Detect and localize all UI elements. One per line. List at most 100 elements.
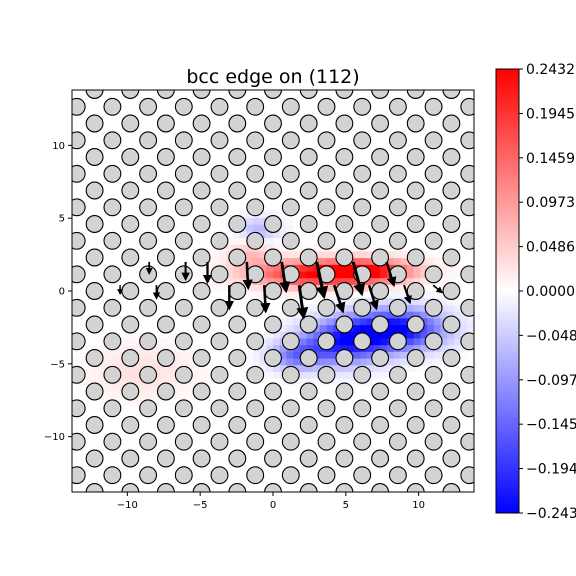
atom xyxy=(174,332,193,351)
atom xyxy=(353,432,372,451)
field-cell xyxy=(306,264,314,272)
field-cell xyxy=(239,270,247,279)
plot-area: −10 −5 0 5 10 −10 −5 0 5 10 xyxy=(44,89,496,511)
field-cell xyxy=(279,244,287,252)
atom xyxy=(103,432,122,451)
field-cell xyxy=(246,217,254,225)
atom xyxy=(85,315,104,334)
displacement-arrow xyxy=(367,284,379,311)
field-cell xyxy=(393,291,401,299)
field-cell xyxy=(132,344,140,352)
field-cell xyxy=(252,291,261,299)
field-cell xyxy=(353,358,361,366)
field-cell xyxy=(78,351,86,359)
atom xyxy=(442,382,461,401)
field-cell xyxy=(440,344,448,352)
atom xyxy=(85,449,104,468)
field-cell xyxy=(299,277,308,285)
atom xyxy=(424,164,443,183)
field-cell xyxy=(306,371,314,379)
field-cell xyxy=(420,291,428,299)
field-cell xyxy=(460,351,468,359)
field-cell xyxy=(420,337,428,346)
y-tick-label: −5 xyxy=(50,359,65,370)
atom xyxy=(121,416,140,434)
field-cell xyxy=(199,371,207,379)
field-cell xyxy=(105,351,113,359)
atom xyxy=(335,181,354,200)
field-cell xyxy=(313,311,321,319)
field-cell xyxy=(152,384,160,393)
field-cell xyxy=(192,264,200,272)
field-cell xyxy=(333,364,341,372)
field-cell xyxy=(366,324,375,332)
field-cell xyxy=(206,364,214,372)
field-cell xyxy=(286,291,294,299)
field-cell xyxy=(226,237,234,245)
colorbar-ticks: 0.2432 0.1945 0.1459 0.0973 0.0486 0.0000 −0.0… xyxy=(519,62,576,522)
field-cell xyxy=(219,284,227,292)
field-cell xyxy=(407,337,415,346)
atom xyxy=(228,382,247,401)
atom xyxy=(281,365,300,384)
field-cell xyxy=(273,244,281,252)
atom xyxy=(85,282,104,300)
atom xyxy=(228,215,247,233)
field-cell xyxy=(433,351,442,359)
atom xyxy=(72,198,86,217)
field-cell xyxy=(293,378,301,386)
field-cell xyxy=(125,337,133,346)
atom xyxy=(479,149,496,166)
atom xyxy=(281,198,300,217)
atom xyxy=(442,148,461,166)
displacement-arrow xyxy=(279,261,291,294)
field-cell xyxy=(299,337,308,346)
atom xyxy=(353,164,372,183)
field-cell xyxy=(380,337,388,346)
atom xyxy=(479,383,496,400)
atom xyxy=(72,365,86,384)
atom xyxy=(246,298,265,317)
atom xyxy=(51,249,68,266)
field-cell xyxy=(165,398,174,406)
field-cell xyxy=(152,391,160,399)
field-cell xyxy=(299,331,308,339)
field-cell xyxy=(427,351,435,359)
field-cell xyxy=(192,344,200,352)
atom xyxy=(388,332,407,351)
field-cell xyxy=(185,378,194,386)
field-cell xyxy=(239,264,247,272)
field-cell xyxy=(172,364,180,372)
atom xyxy=(192,215,211,233)
field-cell xyxy=(333,311,341,319)
field-cell xyxy=(346,264,354,272)
field-cell xyxy=(252,351,261,359)
atom xyxy=(442,114,461,133)
field-cell xyxy=(440,337,448,346)
field-cell xyxy=(306,311,314,319)
field-cell xyxy=(226,264,234,272)
field-cell xyxy=(259,291,267,299)
atom xyxy=(371,90,390,99)
field-cell xyxy=(333,371,341,379)
field-cell xyxy=(340,371,348,379)
field-cell xyxy=(85,344,93,352)
field-cell xyxy=(185,391,194,399)
field-cell xyxy=(346,344,354,352)
field-cell xyxy=(393,324,401,332)
atom xyxy=(246,164,265,183)
field-cell xyxy=(266,237,274,245)
displacement-arrow xyxy=(260,285,271,314)
field-cell xyxy=(125,344,133,352)
colorbar-tick-label: −0.0973 xyxy=(526,373,576,389)
field-cell xyxy=(192,371,200,379)
atom xyxy=(460,432,474,451)
field-cell xyxy=(299,364,308,372)
field-cell xyxy=(373,371,381,379)
displacement-arrow xyxy=(403,284,412,305)
atom xyxy=(174,365,193,384)
field-cell xyxy=(373,244,381,252)
atom xyxy=(264,382,282,401)
atom xyxy=(156,181,175,200)
field-cell xyxy=(273,230,281,238)
